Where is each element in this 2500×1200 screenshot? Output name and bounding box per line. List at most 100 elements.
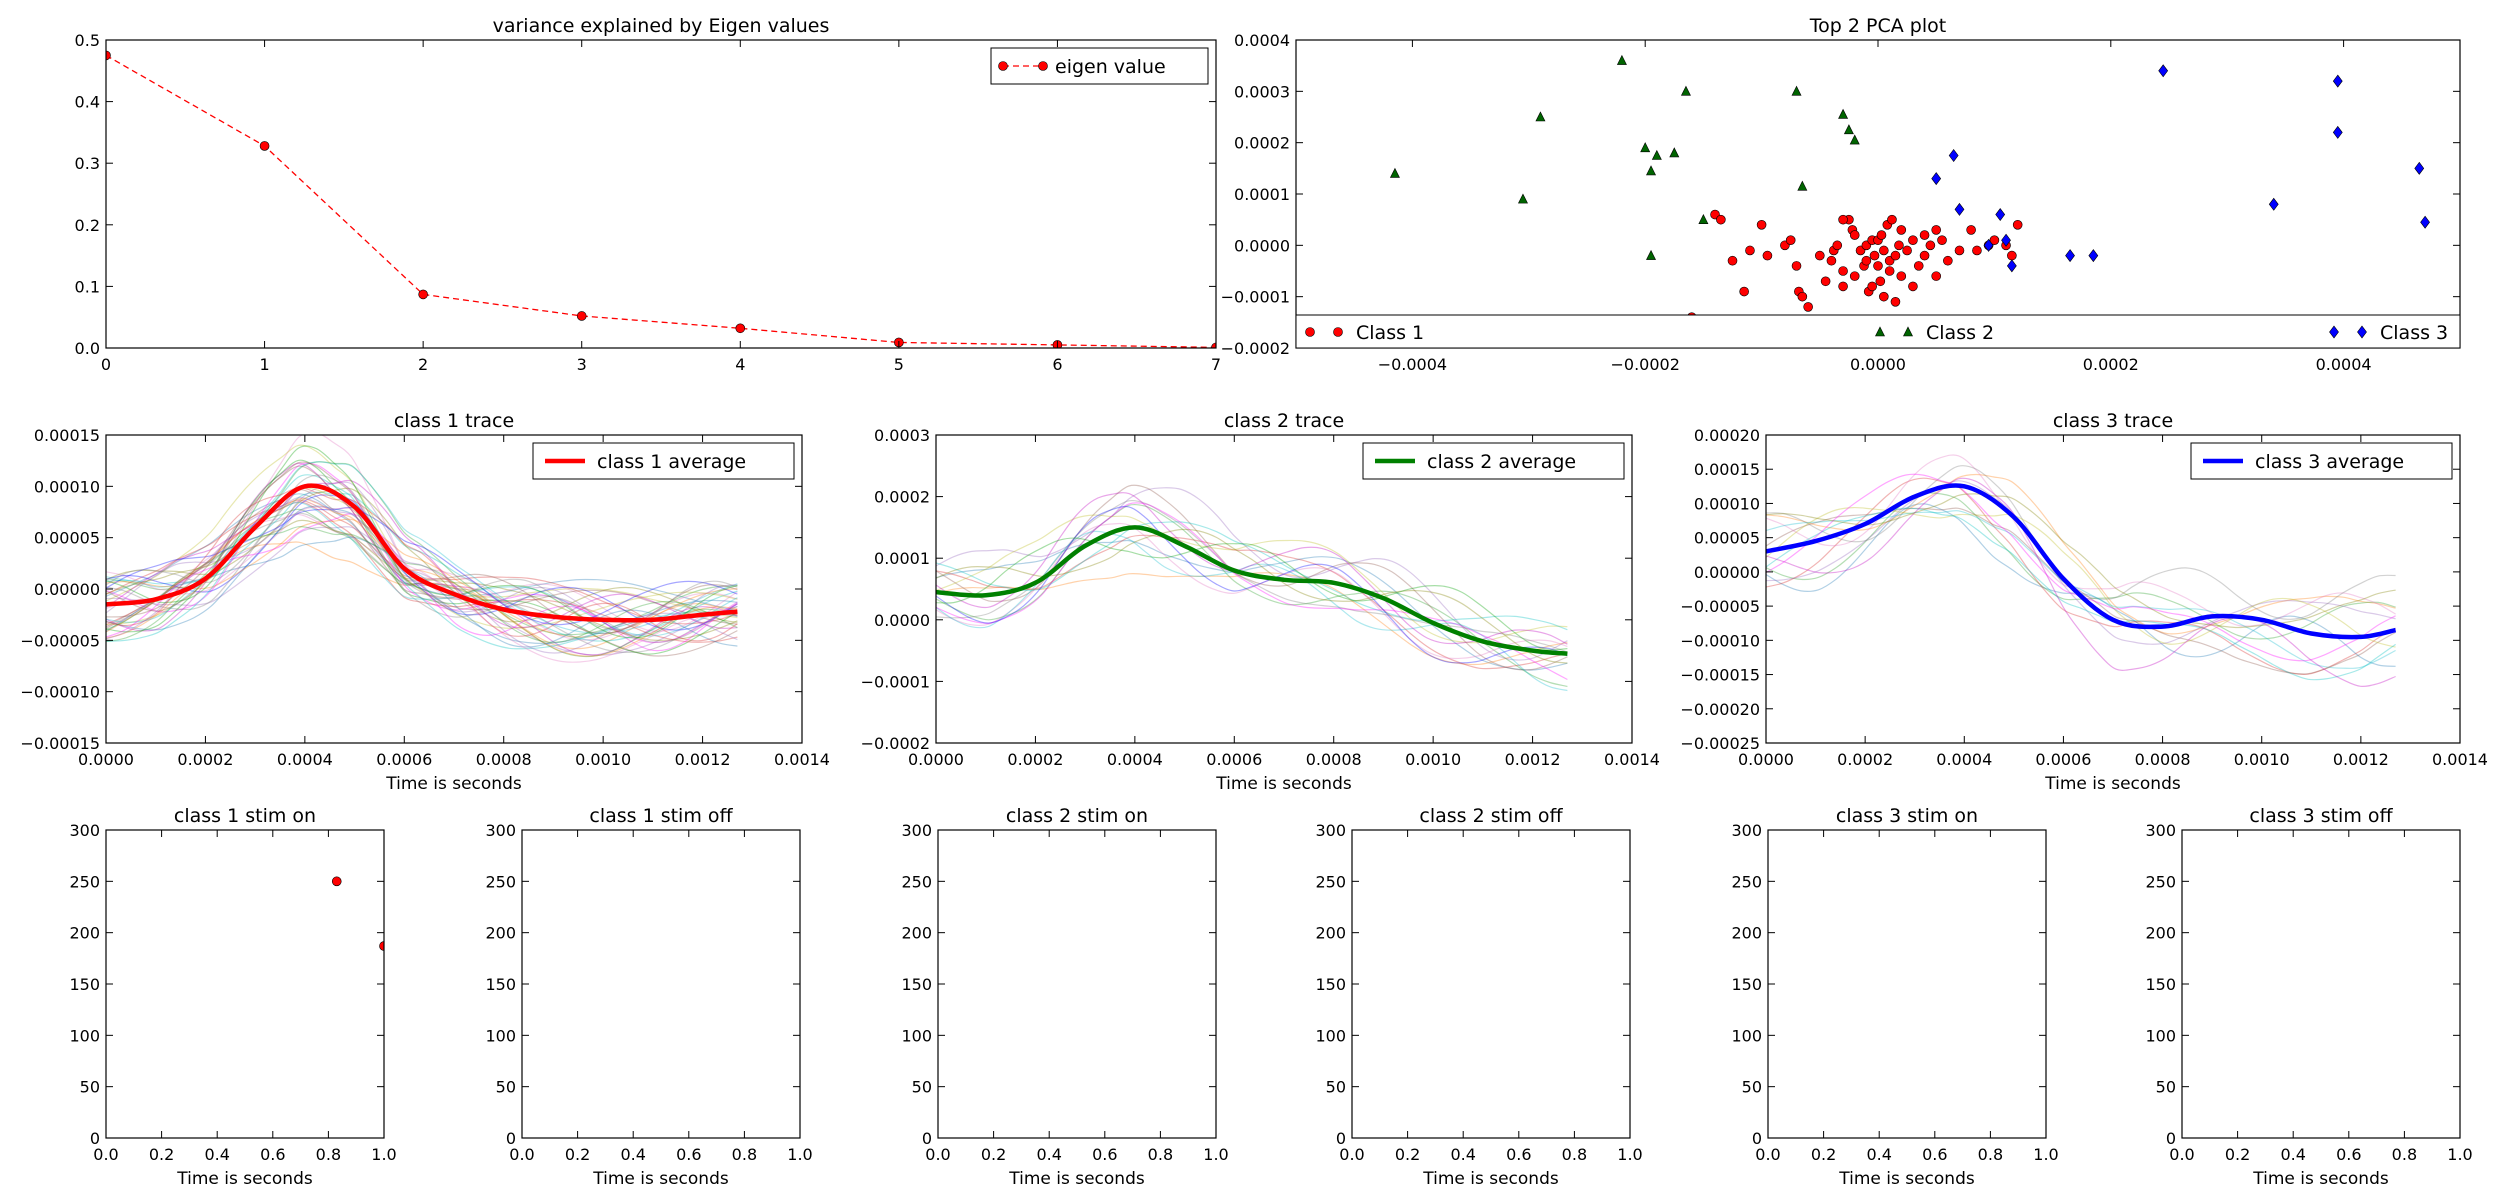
trace-line: [106, 496, 738, 654]
y-tick-label: 100: [485, 1026, 516, 1045]
y-tick-label: 100: [2145, 1026, 2176, 1045]
y-tick-label: 0.00005: [1694, 529, 1760, 548]
data-point: [1869, 250, 1880, 261]
x-tick-label: 0.0002: [1007, 750, 1063, 769]
x-tick-label: 0.0006: [2035, 750, 2091, 769]
y-tick-label: 0: [1336, 1129, 1346, 1148]
y-tick-label: 0.0002: [1234, 134, 1290, 153]
series-line: [106, 54, 1216, 348]
x-tick-label: 0.0002: [2083, 355, 2139, 374]
data-point: [1826, 255, 1837, 266]
data-point: [1896, 225, 1907, 235]
data-point: [1785, 235, 1796, 245]
trace-line: [1766, 510, 2396, 669]
trace-line: [1766, 477, 2396, 676]
x-tick-label: 0.8: [732, 1145, 757, 1164]
y-tick-label: 0: [2166, 1129, 2176, 1148]
x-tick-label: 0.2: [1811, 1145, 1836, 1164]
y-tick-label: 50: [1326, 1078, 1346, 1097]
x-axis-label: Time is seconds: [2044, 774, 2181, 794]
data-point: [1680, 85, 1691, 96]
y-tick-label: −0.00015: [1680, 666, 1760, 685]
trace-line: [106, 479, 738, 629]
x-tick-label: 0.0000: [1850, 355, 1906, 374]
data-point: [735, 323, 746, 334]
trace-line: [106, 526, 738, 643]
trace-line: [106, 494, 738, 631]
trace-line: [106, 506, 738, 626]
trace-line: [106, 518, 738, 638]
x-axis-label: Time is seconds: [385, 774, 522, 794]
data-point: [2332, 125, 2343, 139]
x-tick-label: 0.0008: [1306, 750, 1362, 769]
data-point: [1954, 202, 1965, 216]
trace-line: [106, 461, 738, 635]
data-point: [1937, 235, 1947, 245]
data-point: [1919, 250, 1930, 261]
y-tick-label: 50: [1742, 1078, 1762, 1097]
y-tick-label: −0.00020: [1680, 700, 1760, 719]
data-layer: [106, 435, 738, 663]
x-tick-label: 5: [894, 355, 904, 374]
y-tick-label: −0.0001: [1221, 288, 1290, 307]
plot-frame: [937, 829, 1217, 1139]
x-tick-label: 0.0014: [1604, 750, 1660, 769]
plot-frame: [1295, 39, 2461, 349]
trace-line: [106, 493, 738, 612]
trace-line: [1766, 473, 2396, 635]
chart-title: class 3 trace: [2053, 410, 2173, 432]
y-tick-label: −0.00010: [1680, 631, 1760, 650]
x-tick-label: 0.0002: [1837, 750, 1893, 769]
trace-line: [1766, 506, 2396, 648]
trace-line: [106, 513, 738, 652]
y-tick-label: 50: [2156, 1078, 2176, 1097]
y-tick-label: 0.0004: [1234, 31, 1290, 50]
data-point: [1995, 208, 2006, 222]
y-tick-label: 100: [69, 1026, 100, 1045]
trace-line: [106, 474, 738, 650]
chart-title: variance explained by Eigen values: [493, 15, 830, 37]
x-axis-label: Time is seconds: [2252, 1169, 2389, 1189]
trace-line: [106, 526, 738, 656]
y-tick-label: 0: [90, 1129, 100, 1148]
data-point: [1797, 291, 1808, 302]
y-tick-label: 300: [485, 821, 516, 840]
x-tick-label: 0.0: [93, 1145, 118, 1164]
y-tick-label: 100: [1315, 1026, 1346, 1045]
legend-label: Class 3: [2380, 322, 2448, 344]
data-point: [2268, 197, 2279, 211]
data-point: [2420, 215, 2430, 229]
legend-marker: [1038, 61, 1048, 71]
data-point: [1791, 85, 1802, 96]
data-point: [1884, 266, 1895, 276]
data-point: [1919, 230, 1930, 240]
x-tick-label: 0.0000: [1738, 750, 1794, 769]
chart-c3on: class 3 stim on 0.0 0.2 0.4 0.6 0.8 1.0 0 50 100 1…: [1731, 805, 2058, 1189]
y-tick-label: −0.0001: [861, 672, 930, 691]
trace-line: [936, 484, 1568, 671]
y-tick-label: 0.00015: [1694, 460, 1760, 479]
legend-marker: [1903, 326, 1913, 337]
x-tick-label: 3: [577, 355, 587, 374]
y-tick-label: 200: [1731, 924, 1762, 943]
chart-title: class 3 stim on: [1836, 805, 1978, 827]
trace-line: [936, 522, 1568, 660]
y-tick-label: 0.0001: [874, 549, 930, 568]
x-tick-label: 0.6: [2336, 1145, 2361, 1164]
data-point: [1739, 286, 1749, 297]
data-point: [1843, 124, 1854, 135]
y-tick-label: 150: [1315, 975, 1346, 994]
x-tick-label: −0.0004: [1378, 355, 1447, 374]
y-tick-label: 150: [69, 975, 100, 994]
trace-line: [936, 521, 1568, 631]
legend-marker: [1875, 326, 1885, 337]
data-point: [1913, 261, 1924, 271]
x-axis-label: Time is seconds: [1215, 774, 1352, 794]
y-tick-label: 250: [485, 872, 516, 891]
trace-line: [936, 492, 1568, 645]
x-tick-label: 0.2: [2225, 1145, 2250, 1164]
y-tick-label: 250: [1731, 872, 1762, 891]
data-point: [418, 289, 428, 300]
trace-line: [106, 506, 738, 663]
x-tick-label: 0.2: [981, 1145, 1006, 1164]
